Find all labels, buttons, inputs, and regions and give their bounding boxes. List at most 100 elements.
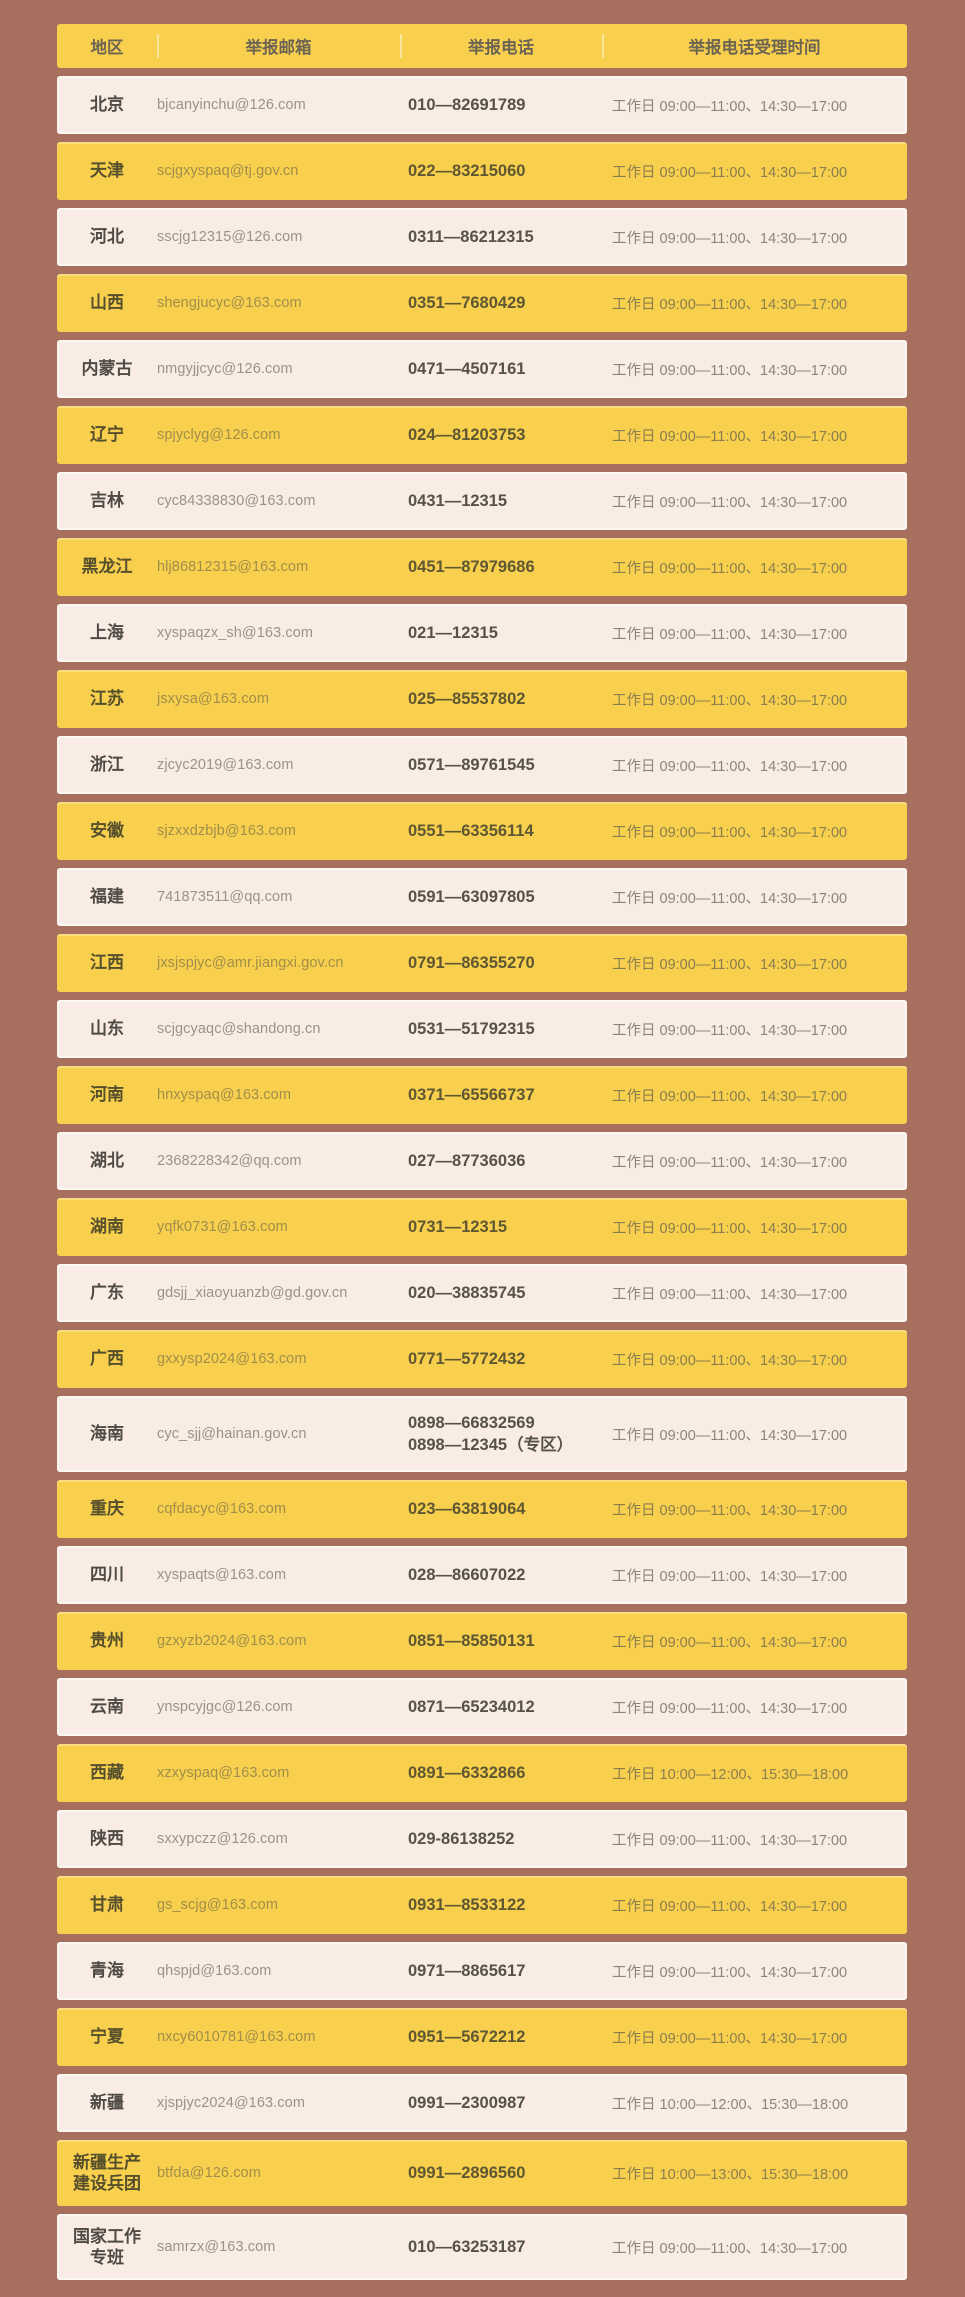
phone-cell: 0791—86355270 <box>400 952 602 974</box>
email-cell: cyc84338830@163.com <box>157 493 316 509</box>
region-cell: 重庆 <box>57 1498 157 1519</box>
table-row: 国家工作专班 samrzx@163.com 010—63253187 工作日 0… <box>57 2214 907 2280</box>
phone-line: 0931—8533122 <box>408 1895 526 1914</box>
time-cell: 工作日 09:00—11:00、14:30—17:00 <box>612 560 848 577</box>
phone-cell: 023—63819064 <box>400 1498 602 1520</box>
time-cell: 工作日 10:00—12:00、15:30—18:00 <box>612 2096 849 2113</box>
region-label: 宁夏 <box>90 2027 124 2047</box>
time-cell: 工作日 09:00—11:00、14:30—17:00 <box>612 1568 848 1585</box>
email-cell: shengjucyc@163.com <box>157 295 302 311</box>
region-cell: 海南 <box>57 1423 157 1444</box>
region-cell: 浙江 <box>57 754 157 775</box>
table-row: 上海 xyspaqzx_sh@163.com 021—12315 工作日 09:… <box>57 604 907 662</box>
time-cell: 工作日 09:00—11:00、14:30—17:00 <box>612 1154 848 1171</box>
phone-line: 0871—65234012 <box>408 1697 535 1716</box>
phone-line: 010—63253187 <box>408 2237 526 2256</box>
phone-line: 0311—86212315 <box>408 227 534 246</box>
region-cell: 北京 <box>57 94 157 115</box>
phone-cell: 025—85537802 <box>400 688 602 710</box>
email-cell: xjspjyc2024@163.com <box>157 2095 305 2111</box>
phone-cell: 0898—66832569 0898—12345（专区） <box>400 1412 602 1457</box>
region-label: 湖南 <box>90 1217 124 1237</box>
time-cell: 工作日 09:00—11:00、14:30—17:00 <box>612 1700 848 1717</box>
time-cell: 工作日 10:00—12:00、15:30—18:00 <box>612 1766 849 1783</box>
phone-cell: 0311—86212315 <box>400 226 602 248</box>
time-cell: 工作日 09:00—11:00、14:30—17:00 <box>612 98 848 115</box>
region-cell: 宁夏 <box>57 2026 157 2047</box>
phone-cell: 021—12315 <box>400 622 602 644</box>
time-cell: 工作日 09:00—11:00、14:30—17:00 <box>612 1964 848 1981</box>
time-cell: 工作日 09:00—11:00、14:30—17:00 <box>612 494 848 511</box>
header-time: 举报电话受理时间 <box>602 24 907 68</box>
phone-cell: 0531—51792315 <box>400 1018 602 1040</box>
region-cell: 新疆生产建设兵团 <box>57 2152 157 2195</box>
table-row: 宁夏 nxcy6010781@163.com 0951—5672212 工作日 … <box>57 2008 907 2066</box>
table-row: 北京 bjcanyinchu@126.com 010—82691789 工作日 … <box>57 76 907 134</box>
region-cell: 山东 <box>57 1018 157 1039</box>
time-cell: 工作日 09:00—11:00、14:30—17:00 <box>612 1427 848 1444</box>
email-cell: nxcy6010781@163.com <box>157 2029 316 2045</box>
time-cell: 工作日 09:00—11:00、14:30—17:00 <box>612 758 848 775</box>
table-row: 内蒙古 nmgyjjcyc@126.com 0471—4507161 工作日 0… <box>57 340 907 398</box>
phone-cell: 027—87736036 <box>400 1150 602 1172</box>
phone-line: 0531—51792315 <box>408 1019 535 1038</box>
region-label: 河北 <box>90 227 124 247</box>
phone-line: 0898—12345（专区） <box>408 1436 574 1454</box>
table-row: 甘肃 gs_scjg@163.com 0931—8533122 工作日 09:0… <box>57 1876 907 1934</box>
email-cell: scjgxyspaq@tj.gov.cn <box>157 163 299 179</box>
region-label: 河南 <box>90 1085 124 1105</box>
time-cell: 工作日 09:00—11:00、14:30—17:00 <box>612 824 848 841</box>
phone-cell: 0931—8533122 <box>400 1894 602 1916</box>
region-label: 青海 <box>90 1961 124 1981</box>
phone-line: 0891—6332866 <box>408 1763 526 1782</box>
time-cell: 工作日 09:00—11:00、14:30—17:00 <box>612 692 848 709</box>
region-cell: 云南 <box>57 1696 157 1717</box>
table-row: 西藏 xzxyspaq@163.com 0891—6332866 工作日 10:… <box>57 1744 907 1802</box>
phone-line: 0431—12315 <box>408 491 508 510</box>
table-row: 新疆 xjspjyc2024@163.com 0991—2300987 工作日 … <box>57 2074 907 2132</box>
phone-cell: 010—63253187 <box>400 2236 602 2258</box>
phone-cell: 0971—8865617 <box>400 1960 602 1982</box>
phone-line: 023—63819064 <box>408 1499 526 1518</box>
phone-line: 0771—5772432 <box>408 1349 526 1368</box>
email-cell: gzxyzb2024@163.com <box>157 1633 307 1649</box>
region-label: 甘肃 <box>90 1895 124 1915</box>
region-cell: 河北 <box>57 226 157 247</box>
phone-line: 0898—66832569 <box>408 1413 535 1432</box>
time-cell: 工作日 09:00—11:00、14:30—17:00 <box>612 1832 848 1849</box>
region-label: 江苏 <box>90 689 124 709</box>
phone-cell: 0951—5672212 <box>400 2026 602 2048</box>
phone-cell: 010—82691789 <box>400 94 602 116</box>
time-cell: 工作日 09:00—11:00、14:30—17:00 <box>612 626 848 643</box>
table-row: 新疆生产建设兵团 btfda@126.com 0991—2896560 工作日 … <box>57 2140 907 2206</box>
email-cell: gxxysp2024@163.com <box>157 1351 307 1367</box>
time-cell: 工作日 09:00—11:00、14:30—17:00 <box>612 230 848 247</box>
time-cell: 工作日 09:00—11:00、14:30—17:00 <box>612 362 848 379</box>
time-cell: 工作日 09:00—11:00、14:30—17:00 <box>612 1352 848 1369</box>
region-cell: 内蒙古 <box>57 358 157 379</box>
phone-cell: 020—38835745 <box>400 1282 602 1304</box>
table-row: 贵州 gzxyzb2024@163.com 0851—85850131 工作日 … <box>57 1612 907 1670</box>
region-cell: 湖北 <box>57 1150 157 1171</box>
email-cell: qhspjd@163.com <box>157 1963 272 1979</box>
time-cell: 工作日 09:00—11:00、14:30—17:00 <box>612 2030 848 2047</box>
phone-cell: 0991—2300987 <box>400 2092 602 2114</box>
email-cell: gs_scjg@163.com <box>157 1897 278 1913</box>
region-label: 浙江 <box>90 755 124 775</box>
phone-cell: 0771—5772432 <box>400 1348 602 1370</box>
table-row: 云南 ynspcyjgc@126.com 0871—65234012 工作日 0… <box>57 1678 907 1736</box>
phone-cell: 0371—65566737 <box>400 1084 602 1106</box>
region-label: 海南 <box>90 1424 124 1444</box>
phone-cell: 0471—4507161 <box>400 358 602 380</box>
phone-cell: 0851—85850131 <box>400 1630 602 1652</box>
phone-line: 028—86607022 <box>408 1565 526 1584</box>
phone-line: 027—87736036 <box>408 1151 526 1170</box>
email-cell: samrzx@163.com <box>157 2239 276 2255</box>
region-label: 重庆 <box>90 1499 124 1519</box>
time-cell: 工作日 09:00—11:00、14:30—17:00 <box>612 1634 848 1651</box>
region-cell: 山西 <box>57 292 157 313</box>
header-email: 举报邮箱 <box>157 24 400 68</box>
header-phone: 举报电话 <box>400 24 602 68</box>
time-cell: 工作日 09:00—11:00、14:30—17:00 <box>612 1502 848 1519</box>
time-cell: 工作日 09:00—11:00、14:30—17:00 <box>612 1286 848 1303</box>
